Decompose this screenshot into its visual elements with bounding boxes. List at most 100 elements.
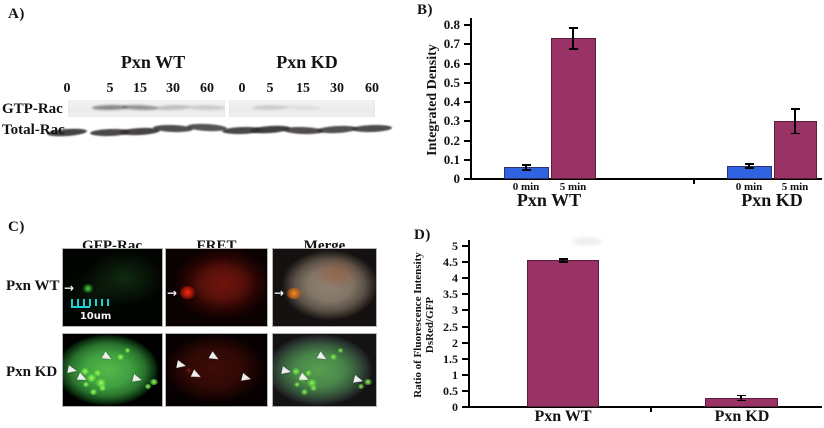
lane-time-label: 60 (200, 81, 214, 96)
error-bar-cap (736, 399, 746, 402)
chart-category-label: 0 min (512, 181, 540, 193)
fluorescent-punctum (300, 388, 308, 395)
y-axis-tick-label: 4.5 (443, 255, 458, 270)
y-axis-tick (462, 309, 468, 312)
y-axis-tick-label: 0.5 (443, 383, 458, 398)
lane-time-label: 15 (296, 81, 310, 96)
lane-time-label: 5 (266, 81, 274, 96)
lane-time-label: 0 (238, 81, 246, 96)
y-axis-tick-label: 0 (452, 400, 458, 414)
chart-b-group-label-kd: Pxn KD (741, 190, 803, 210)
chart-b-x-axis-tick (693, 180, 695, 184)
y-axis-tick (464, 178, 470, 180)
y-axis-tick (464, 120, 470, 123)
lane-time-label: 5 (106, 81, 114, 96)
error-bar (740, 395, 742, 401)
error-bar (572, 27, 574, 50)
chart-category-label: 5 min (559, 181, 587, 193)
error-bar-cap (558, 258, 568, 260)
error-bar-cap (521, 164, 531, 166)
chart-d-category-label-wt: Pxn WT (534, 408, 592, 425)
error-bar-cap (744, 167, 754, 169)
chart-b-group-label-wt: Pxn WT (516, 190, 582, 210)
y-axis-tick (464, 24, 470, 26)
chart-bar (527, 260, 599, 407)
arrowhead-icon (240, 373, 252, 384)
y-axis-tick-label: 0.8 (443, 17, 460, 32)
total-rac-band (351, 124, 393, 133)
error-bar (794, 108, 796, 134)
chart-d-x-axis (468, 406, 822, 408)
scale-bar-label: 10um (79, 311, 112, 323)
y-axis-tick-label: 0.1 (443, 151, 460, 167)
panel-b-label: B) (417, 2, 433, 18)
arrowhead-icon (67, 364, 78, 375)
micrograph-kd-merge (272, 333, 377, 407)
chart-d-x-axis-tick (650, 408, 652, 412)
scale-bar-base (70, 305, 90, 308)
error-bar (525, 164, 527, 171)
error-bar-cap (521, 169, 531, 171)
y-axis-tick-label: 5 (452, 239, 458, 253)
fluorescent-punctum (125, 348, 131, 353)
micrograph-wt-gfp-rac: → 10um (62, 248, 163, 327)
blot-row-label-total-rac: Total-Rac (2, 122, 65, 138)
chart-bar (550, 38, 596, 179)
y-axis-tick-label: 0.2 (443, 132, 460, 148)
y-axis-tick-label: 0.5 (443, 74, 460, 90)
y-axis-tick (462, 325, 468, 328)
y-axis-tick-label: 2 (452, 335, 458, 350)
y-axis-tick-label: 3 (452, 303, 458, 318)
micrograph-wt-fret: → (165, 248, 268, 327)
fluorescent-punctum (291, 367, 300, 375)
fluorescent-punctum (150, 378, 159, 386)
fluorescent-punctum (293, 381, 300, 387)
y-axis-tick (462, 261, 468, 264)
y-axis-tick (462, 373, 468, 376)
chart-d-y-axis-title-line1: Ratio of Fluorescence Intensity (412, 252, 424, 398)
y-axis-tick (462, 357, 468, 360)
y-axis-tick-label: 1 (452, 367, 458, 382)
lane-time-label: 60 (365, 81, 379, 96)
arrowhead-icon (209, 351, 221, 364)
y-axis-tick-label: 0.4 (443, 94, 460, 109)
arrowhead-icon (281, 366, 292, 376)
fluorescent-punctum (304, 370, 312, 376)
fluorescent-punctum (329, 354, 337, 361)
arrow-icon: → (167, 285, 178, 300)
y-axis-tick (462, 389, 468, 392)
blot-group-pxn-kd: Pxn KD (276, 52, 338, 72)
chart-category-label: 0 min (735, 181, 763, 193)
arrowhead-icon (316, 351, 329, 363)
micro-row-label-pxn-wt: Pxn WT (6, 278, 60, 294)
arrowhead-icon (132, 374, 144, 385)
chart-category-label: 5 min (781, 181, 809, 193)
lane-time-label: 0 (63, 81, 71, 96)
fluorescent-punctum (186, 367, 193, 373)
chart-b-y-axis (470, 18, 472, 180)
blot-row-label-gtp-rac: GTP-Rac (2, 101, 63, 117)
panel-c-label: C) (8, 219, 25, 235)
y-axis-tick-label: 1.5 (443, 351, 458, 366)
y-axis-tick (462, 277, 468, 280)
fluorescent-punctum (306, 378, 317, 388)
y-axis-tick (464, 43, 470, 46)
y-axis-tick (462, 406, 468, 408)
y-axis-tick (464, 101, 470, 103)
fluorescent-punctum (117, 354, 125, 361)
fluorescent-punctum (82, 284, 93, 293)
fluorescent-punctum (196, 374, 202, 379)
fluorescent-punctum (180, 285, 196, 299)
chart-d-category-label-kd: Pxn KD (714, 408, 770, 425)
y-axis-tick (464, 62, 470, 65)
arrowhead-icon (101, 351, 113, 363)
fluorescent-punctum (297, 374, 307, 382)
y-axis-tick-label: 4 (452, 271, 458, 286)
chart-b-x-axis (470, 178, 822, 180)
fluorescent-punctum (82, 381, 89, 387)
error-bar-cap (790, 132, 800, 135)
y-axis-tick-label: 0 (453, 171, 461, 186)
micrograph-wt-merge: → (272, 248, 377, 327)
error-bar-cap (568, 27, 578, 29)
